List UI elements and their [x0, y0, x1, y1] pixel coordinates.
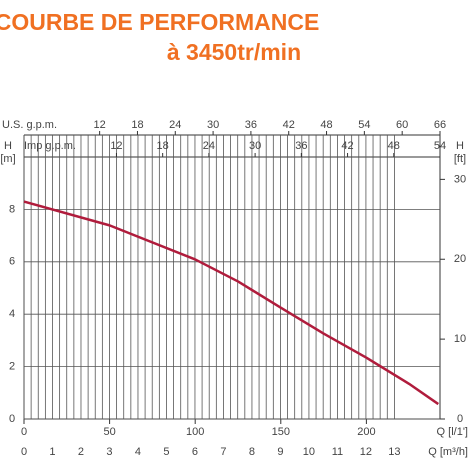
y2-tick-label: 30 [454, 173, 466, 185]
y-tick-label: 4 [9, 308, 15, 320]
x3-tick-label: 30 [207, 119, 219, 131]
x2-tick-label: 0 [21, 446, 27, 458]
x2-tick-label: 11 [332, 446, 343, 458]
x3-tick-label: 36 [245, 119, 257, 131]
x-tick-label: 100 [186, 426, 204, 438]
x4-tick-label: 30 [249, 140, 261, 152]
x3-tick-label: 42 [283, 119, 295, 131]
x2-tick-label: 12 [360, 446, 372, 458]
x4-tick-label: 36 [295, 140, 307, 152]
y2-tick-label: 10 [454, 333, 466, 345]
x3-tick-label: 54 [358, 119, 370, 131]
x4-tick-label: 54 [434, 140, 446, 152]
x2-tick-label: 8 [249, 446, 255, 458]
y-axis-label: H [4, 140, 12, 152]
x2-axis-label: Q [m³/h] [428, 446, 468, 458]
x2-tick-label: 5 [163, 446, 169, 458]
y-tick-label: 0 [9, 413, 15, 425]
x-tick-label: 150 [272, 426, 290, 438]
x2-tick-label: 6 [192, 446, 198, 458]
y2-axis-label: H [456, 140, 464, 152]
y-tick-label: 6 [9, 256, 15, 268]
x3-tick-label: 66 [434, 119, 446, 131]
chart-title: COURBE DE PERFORMANCE [0, 9, 319, 35]
x4-tick-label: 48 [388, 140, 400, 152]
performance-curve [23, 200, 440, 406]
y-axis-unit: [m] [0, 153, 15, 165]
y2-axis-unit: [ft] [454, 153, 466, 165]
x2-tick-label: 9 [277, 446, 283, 458]
x3-tick-label: 24 [169, 119, 181, 131]
x4-tick-label: 42 [341, 140, 353, 152]
x-axis-label: Q [l/1'] [437, 426, 468, 438]
x-tick-label: 50 [103, 426, 115, 438]
y2-tick-label: 20 [454, 253, 466, 265]
x4-tick-label: 18 [157, 140, 169, 152]
x-tick-label: 0 [21, 426, 27, 438]
x2-tick-label: 10 [303, 446, 315, 458]
x2-tick-label: 7 [220, 446, 226, 458]
x3-tick-label: 60 [396, 119, 408, 131]
x3-tick-label: 18 [131, 119, 143, 131]
y-tick-label: 8 [9, 203, 15, 215]
y-tick-label: 2 [9, 361, 15, 373]
x2-tick-label: 3 [106, 446, 112, 458]
x3-tick-label: 12 [94, 119, 106, 131]
x-tick-label: 200 [357, 426, 375, 438]
x2-tick-label: 13 [388, 446, 400, 458]
x3-tick-label: 48 [320, 119, 332, 131]
x4-axis-label: Imp g.p.m. [24, 140, 76, 152]
x2-tick-label: 2 [78, 446, 84, 458]
x4-tick-label: 24 [203, 140, 215, 152]
y2-tick-label: 0 [457, 413, 463, 425]
x4-tick-label: 12 [110, 140, 122, 152]
x3-axis-label: U.S. g.p.m. [2, 119, 57, 131]
chart-subtitle: à 3450tr/min [167, 39, 301, 65]
x2-tick-label: 1 [49, 446, 55, 458]
x2-tick-label: 4 [135, 446, 141, 458]
